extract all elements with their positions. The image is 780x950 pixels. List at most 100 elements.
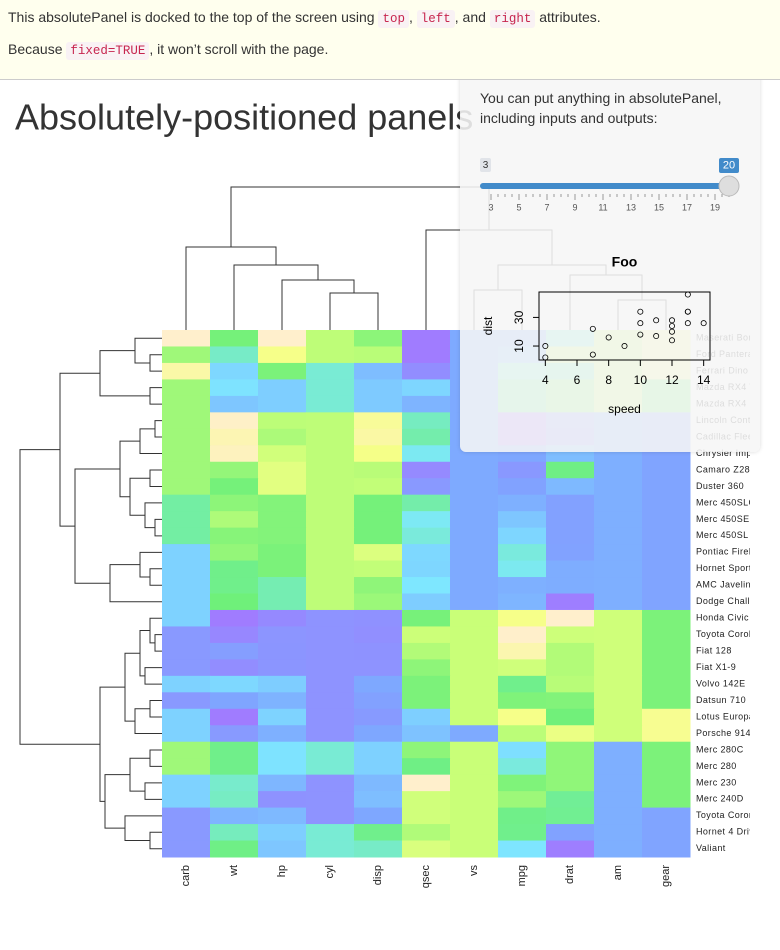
heatmap-cell [210, 824, 259, 842]
heatmap-cell [306, 379, 355, 397]
heatmap-cell [162, 428, 211, 446]
heatmap-cell [306, 428, 355, 446]
heatmap-cell [450, 593, 499, 611]
heatmap-cell [642, 527, 691, 545]
heatmap-cell [162, 412, 211, 430]
x-tick-label: 8 [605, 373, 612, 387]
heatmap-cell [402, 511, 451, 529]
heatmap-cell [210, 494, 259, 512]
point [684, 291, 691, 298]
heatmap-cell [594, 527, 643, 545]
heatmap-cell [258, 527, 307, 545]
heatmap-cell [402, 379, 451, 397]
heatmap-cell [642, 659, 691, 677]
heatmap-cell [210, 840, 259, 858]
heatmap-cell [258, 428, 307, 446]
heatmap-cell [402, 725, 451, 743]
heatmap-cell [642, 577, 691, 594]
heatmap-cell [546, 774, 595, 792]
point [589, 351, 596, 358]
heatmap-cell [210, 428, 259, 446]
heatmap-cell [546, 791, 595, 809]
heatmap-cell [354, 560, 403, 578]
slider-bar [480, 183, 729, 189]
heatmap-cell [354, 741, 403, 759]
heatmap-cell [498, 708, 547, 726]
heatmap-cell [498, 692, 547, 710]
slider-tick-label: 13 [626, 202, 636, 212]
column-label: am [612, 865, 624, 880]
heatmap-cell [354, 791, 403, 809]
heatmap-cell [162, 626, 211, 644]
heatmap-cell [258, 560, 307, 578]
heatmap-cell [306, 675, 355, 693]
heatmap-cell [498, 774, 547, 792]
column-label: mpg [516, 865, 528, 886]
top-line: This absolutePanel is docked to the top … [8, 9, 601, 28]
heatmap-cell [450, 544, 499, 562]
point [637, 331, 644, 338]
heatmap-cell [162, 692, 211, 710]
heatmap-cell [354, 840, 403, 858]
heatmap-cell [594, 725, 643, 743]
heatmap-cell [210, 527, 259, 545]
heatmap-cell [546, 708, 595, 726]
column-label: disp [372, 865, 384, 885]
heatmap-cell [306, 362, 355, 380]
point [684, 320, 691, 327]
heatmap-cell [402, 659, 451, 677]
heatmap-cell [642, 840, 691, 858]
heatmap-cell [354, 577, 403, 594]
heatmap-cell [546, 461, 595, 479]
heatmap-cell [594, 544, 643, 562]
heatmap-cell [546, 725, 595, 743]
heatmap-cell [498, 791, 547, 809]
heatmap-cell [498, 527, 547, 545]
heatmap-cell [258, 741, 307, 759]
heatmap-cell [162, 527, 211, 545]
heatmap-cell [450, 758, 499, 776]
heatmap-cell [210, 511, 259, 529]
heatmap-cell [450, 560, 499, 578]
heatmap-cell [210, 725, 259, 743]
heatmap-cell [546, 642, 595, 660]
heatmap-cell [498, 544, 547, 562]
heatmap-cell [498, 626, 547, 644]
heatmap-cell [642, 478, 691, 496]
heatmap-cell [450, 725, 499, 743]
heatmap-cell [642, 791, 691, 809]
point [684, 308, 691, 315]
heatmap-cell [210, 758, 259, 776]
page-title: Absolutely-positioned panels [15, 97, 473, 138]
heatmap-cell [354, 527, 403, 545]
heatmap-cell [162, 824, 211, 842]
slider-min-badge [480, 158, 491, 172]
code: left [416, 10, 455, 28]
text: This absolutePanel is docked to the top … [8, 9, 375, 25]
row-label: Volvo 142E [696, 678, 746, 688]
heatmap-cell [162, 494, 211, 512]
heatmap-cell [306, 395, 355, 413]
point [542, 343, 549, 350]
heatmap-cell [162, 675, 211, 693]
heatmap-cell [546, 593, 595, 611]
slider-tick-label: 17 [682, 202, 692, 212]
column-label: cyl [324, 865, 336, 878]
heatmap-cell [402, 395, 451, 413]
slider-handle[interactable] [718, 175, 740, 197]
heatmap-cell [594, 675, 643, 693]
heatmap-cell [354, 412, 403, 430]
row-label: Merc 280C [696, 744, 744, 754]
heatmap-cell [354, 609, 403, 627]
heatmap-cell [402, 626, 451, 644]
point [668, 322, 675, 329]
heatmap-cell [450, 774, 499, 792]
heatmap-cell [306, 642, 355, 660]
heatmap-cell [306, 445, 355, 463]
slider-tick-label: 9 [572, 202, 577, 212]
heatmap-cell [354, 544, 403, 562]
heatmap-cell [258, 379, 307, 397]
heatmap-cell [258, 445, 307, 463]
point [653, 317, 660, 324]
